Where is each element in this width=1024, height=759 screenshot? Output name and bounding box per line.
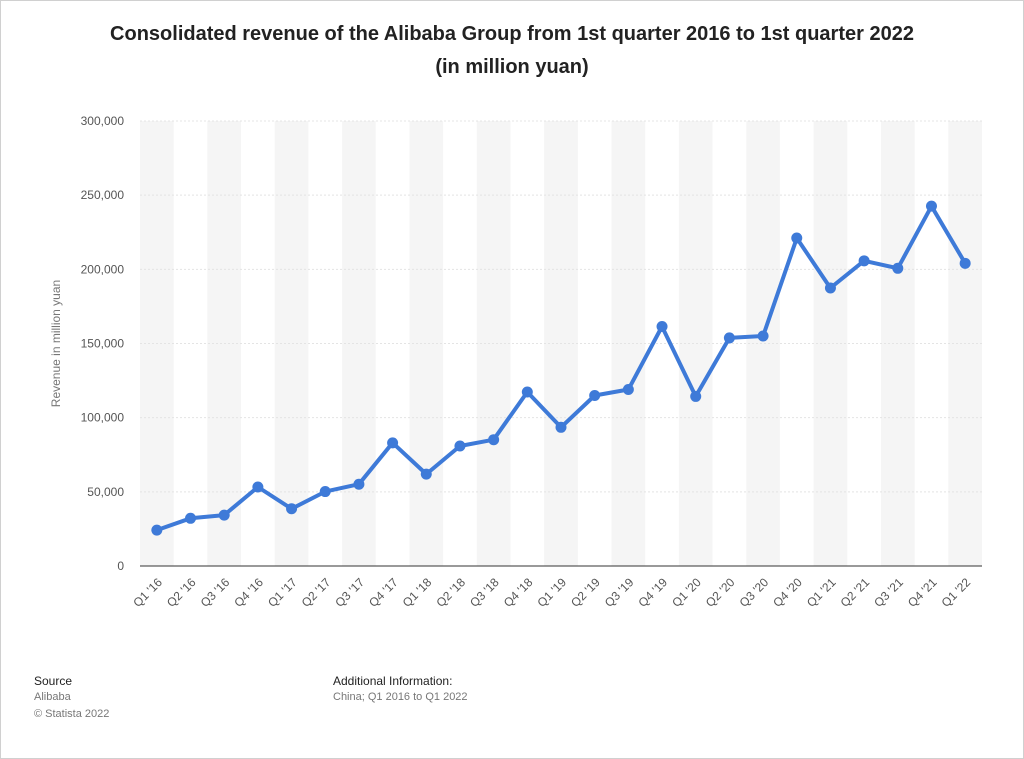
x-tick-label: Q2 '21 bbox=[838, 575, 873, 610]
data-point bbox=[791, 232, 803, 244]
chart-title: Consolidated revenue of the Alibaba Grou… bbox=[0, 18, 1024, 84]
x-tick-label: Q2 '20 bbox=[703, 575, 738, 610]
x-tick-label: Q1 '18 bbox=[400, 575, 435, 610]
data-point bbox=[521, 386, 533, 398]
data-point bbox=[286, 503, 298, 515]
data-point bbox=[959, 257, 971, 269]
x-tick-label: Q1 '17 bbox=[265, 575, 300, 610]
source-label: Source bbox=[34, 674, 73, 688]
column-band bbox=[746, 121, 780, 566]
x-tick-label: Q3 '17 bbox=[332, 575, 367, 610]
additional-info-value: China; Q1 2016 to Q1 2022 bbox=[333, 691, 468, 703]
x-tick-label: Q1 '22 bbox=[939, 575, 974, 610]
x-tick-label: Q1 '21 bbox=[804, 575, 839, 610]
y-tick-label: 100,000 bbox=[81, 411, 125, 425]
data-point bbox=[723, 332, 735, 344]
data-point bbox=[185, 512, 197, 524]
data-point bbox=[656, 321, 668, 333]
data-point bbox=[589, 390, 601, 402]
data-point bbox=[218, 509, 230, 521]
data-point bbox=[252, 481, 264, 493]
x-tick-label: Q3 '16 bbox=[198, 575, 233, 610]
data-point bbox=[555, 421, 567, 433]
y-tick-label: 300,000 bbox=[81, 114, 125, 128]
x-tick-label: Q3 '20 bbox=[737, 575, 772, 610]
data-point bbox=[151, 524, 163, 536]
x-tick-label: Q3 '18 bbox=[467, 575, 502, 610]
y-tick-label: 250,000 bbox=[81, 188, 125, 202]
line-chart: 0 50,000 100,000 150,000 200,000 250,000 300,0… bbox=[49, 114, 982, 610]
copyright: © Statista 2022 bbox=[34, 708, 110, 720]
column-band bbox=[813, 121, 848, 566]
data-point bbox=[454, 440, 466, 452]
x-tick-label: Q2 '19 bbox=[568, 575, 603, 610]
data-point bbox=[319, 486, 331, 498]
chart-title-line1: Consolidated revenue of the Alibaba Grou… bbox=[110, 23, 914, 45]
y-tick-label: 150,000 bbox=[81, 337, 125, 351]
x-tick-label: Q3 '19 bbox=[602, 575, 637, 610]
x-tick-label: Q4 '17 bbox=[366, 575, 401, 610]
x-tick-label: Q4 '18 bbox=[501, 575, 536, 610]
x-tick-label: Q4 '21 bbox=[905, 575, 940, 610]
column-band bbox=[678, 121, 713, 566]
x-tick-label: Q4 '20 bbox=[770, 575, 805, 610]
data-point bbox=[858, 255, 870, 267]
x-tick-label: Q2 '16 bbox=[164, 575, 199, 610]
y-tick-label: 0 bbox=[117, 559, 124, 573]
x-tick-label: Q2 '18 bbox=[433, 575, 468, 610]
x-tick-label: Q1 '19 bbox=[534, 575, 569, 610]
x-tick-label: Q4 '19 bbox=[636, 575, 671, 610]
additional-info-label: Additional Information: bbox=[333, 674, 453, 688]
data-point bbox=[420, 468, 432, 480]
data-point bbox=[824, 282, 836, 294]
data-point bbox=[353, 478, 365, 490]
x-tick-label: Q1 '20 bbox=[669, 575, 704, 610]
data-point bbox=[757, 330, 769, 342]
y-tick-label: 200,000 bbox=[81, 262, 125, 276]
x-tick-label: Q4 '16 bbox=[231, 575, 266, 610]
x-tick-label: Q2 '17 bbox=[299, 575, 334, 610]
data-point bbox=[387, 437, 399, 449]
data-point bbox=[892, 262, 904, 274]
data-point bbox=[622, 383, 634, 395]
x-tick-label: Q3 '21 bbox=[871, 575, 906, 610]
y-tick-label: 50,000 bbox=[87, 485, 124, 499]
x-tick-label: Q1 '16 bbox=[130, 575, 165, 610]
y-axis-title: Revenue in million yuan bbox=[49, 280, 63, 407]
chart-title-line2: (in million yuan) bbox=[435, 56, 589, 78]
column-band bbox=[409, 121, 444, 566]
column-band bbox=[342, 121, 376, 566]
data-point bbox=[925, 200, 937, 212]
data-point bbox=[488, 434, 500, 446]
source-value: Alibaba bbox=[34, 691, 71, 703]
data-point bbox=[690, 390, 702, 402]
